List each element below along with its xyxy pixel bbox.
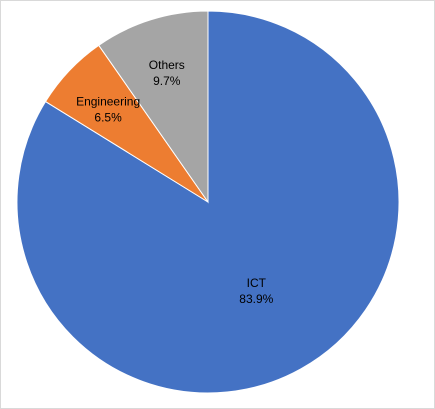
pie-slices	[16, 10, 400, 394]
slice-value-ict: 83.9%	[239, 292, 273, 306]
slice-label-engineering: Engineering	[76, 95, 140, 109]
pie-labels: ICT 83.9% Engineering 6.5% Others 9.7%	[76, 58, 274, 306]
slice-label-ict: ICT	[247, 276, 267, 290]
slice-label-others: Others	[149, 58, 185, 72]
pie-slice-others	[98, 10, 209, 204]
slice-value-others: 9.7%	[153, 74, 181, 88]
slice-value-engineering: 6.5%	[94, 111, 122, 125]
